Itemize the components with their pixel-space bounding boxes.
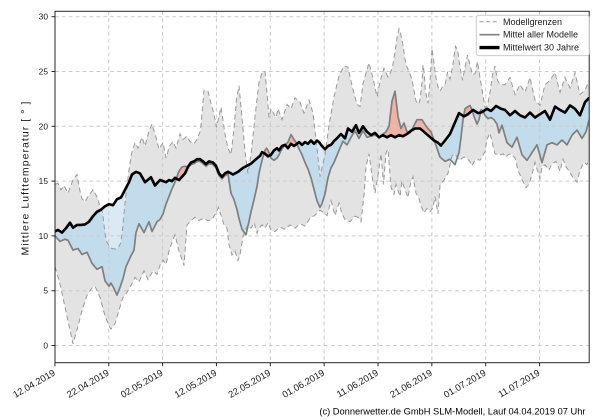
svg-text:0: 0 xyxy=(43,341,48,351)
svg-text:15: 15 xyxy=(39,176,49,186)
svg-text:20: 20 xyxy=(39,121,49,131)
svg-text:30: 30 xyxy=(39,12,49,22)
svg-text:Modellgrenzen: Modellgrenzen xyxy=(503,17,562,27)
svg-text:Mittlere Lufttemperatur [ ° ]: Mittlere Lufttemperatur [ ° ] xyxy=(20,101,32,256)
svg-text:Mittel aller Modelle: Mittel aller Modelle xyxy=(503,30,578,40)
svg-text:25: 25 xyxy=(39,67,49,77)
svg-text:Mittelwert 30 Jahre: Mittelwert 30 Jahre xyxy=(503,43,579,53)
svg-text:(c) Donnerwetter.de GmbH SLM-M: (c) Donnerwetter.de GmbH SLM-Modell, Lau… xyxy=(319,407,585,417)
svg-text:5: 5 xyxy=(43,286,48,296)
svg-text:10: 10 xyxy=(39,231,49,241)
